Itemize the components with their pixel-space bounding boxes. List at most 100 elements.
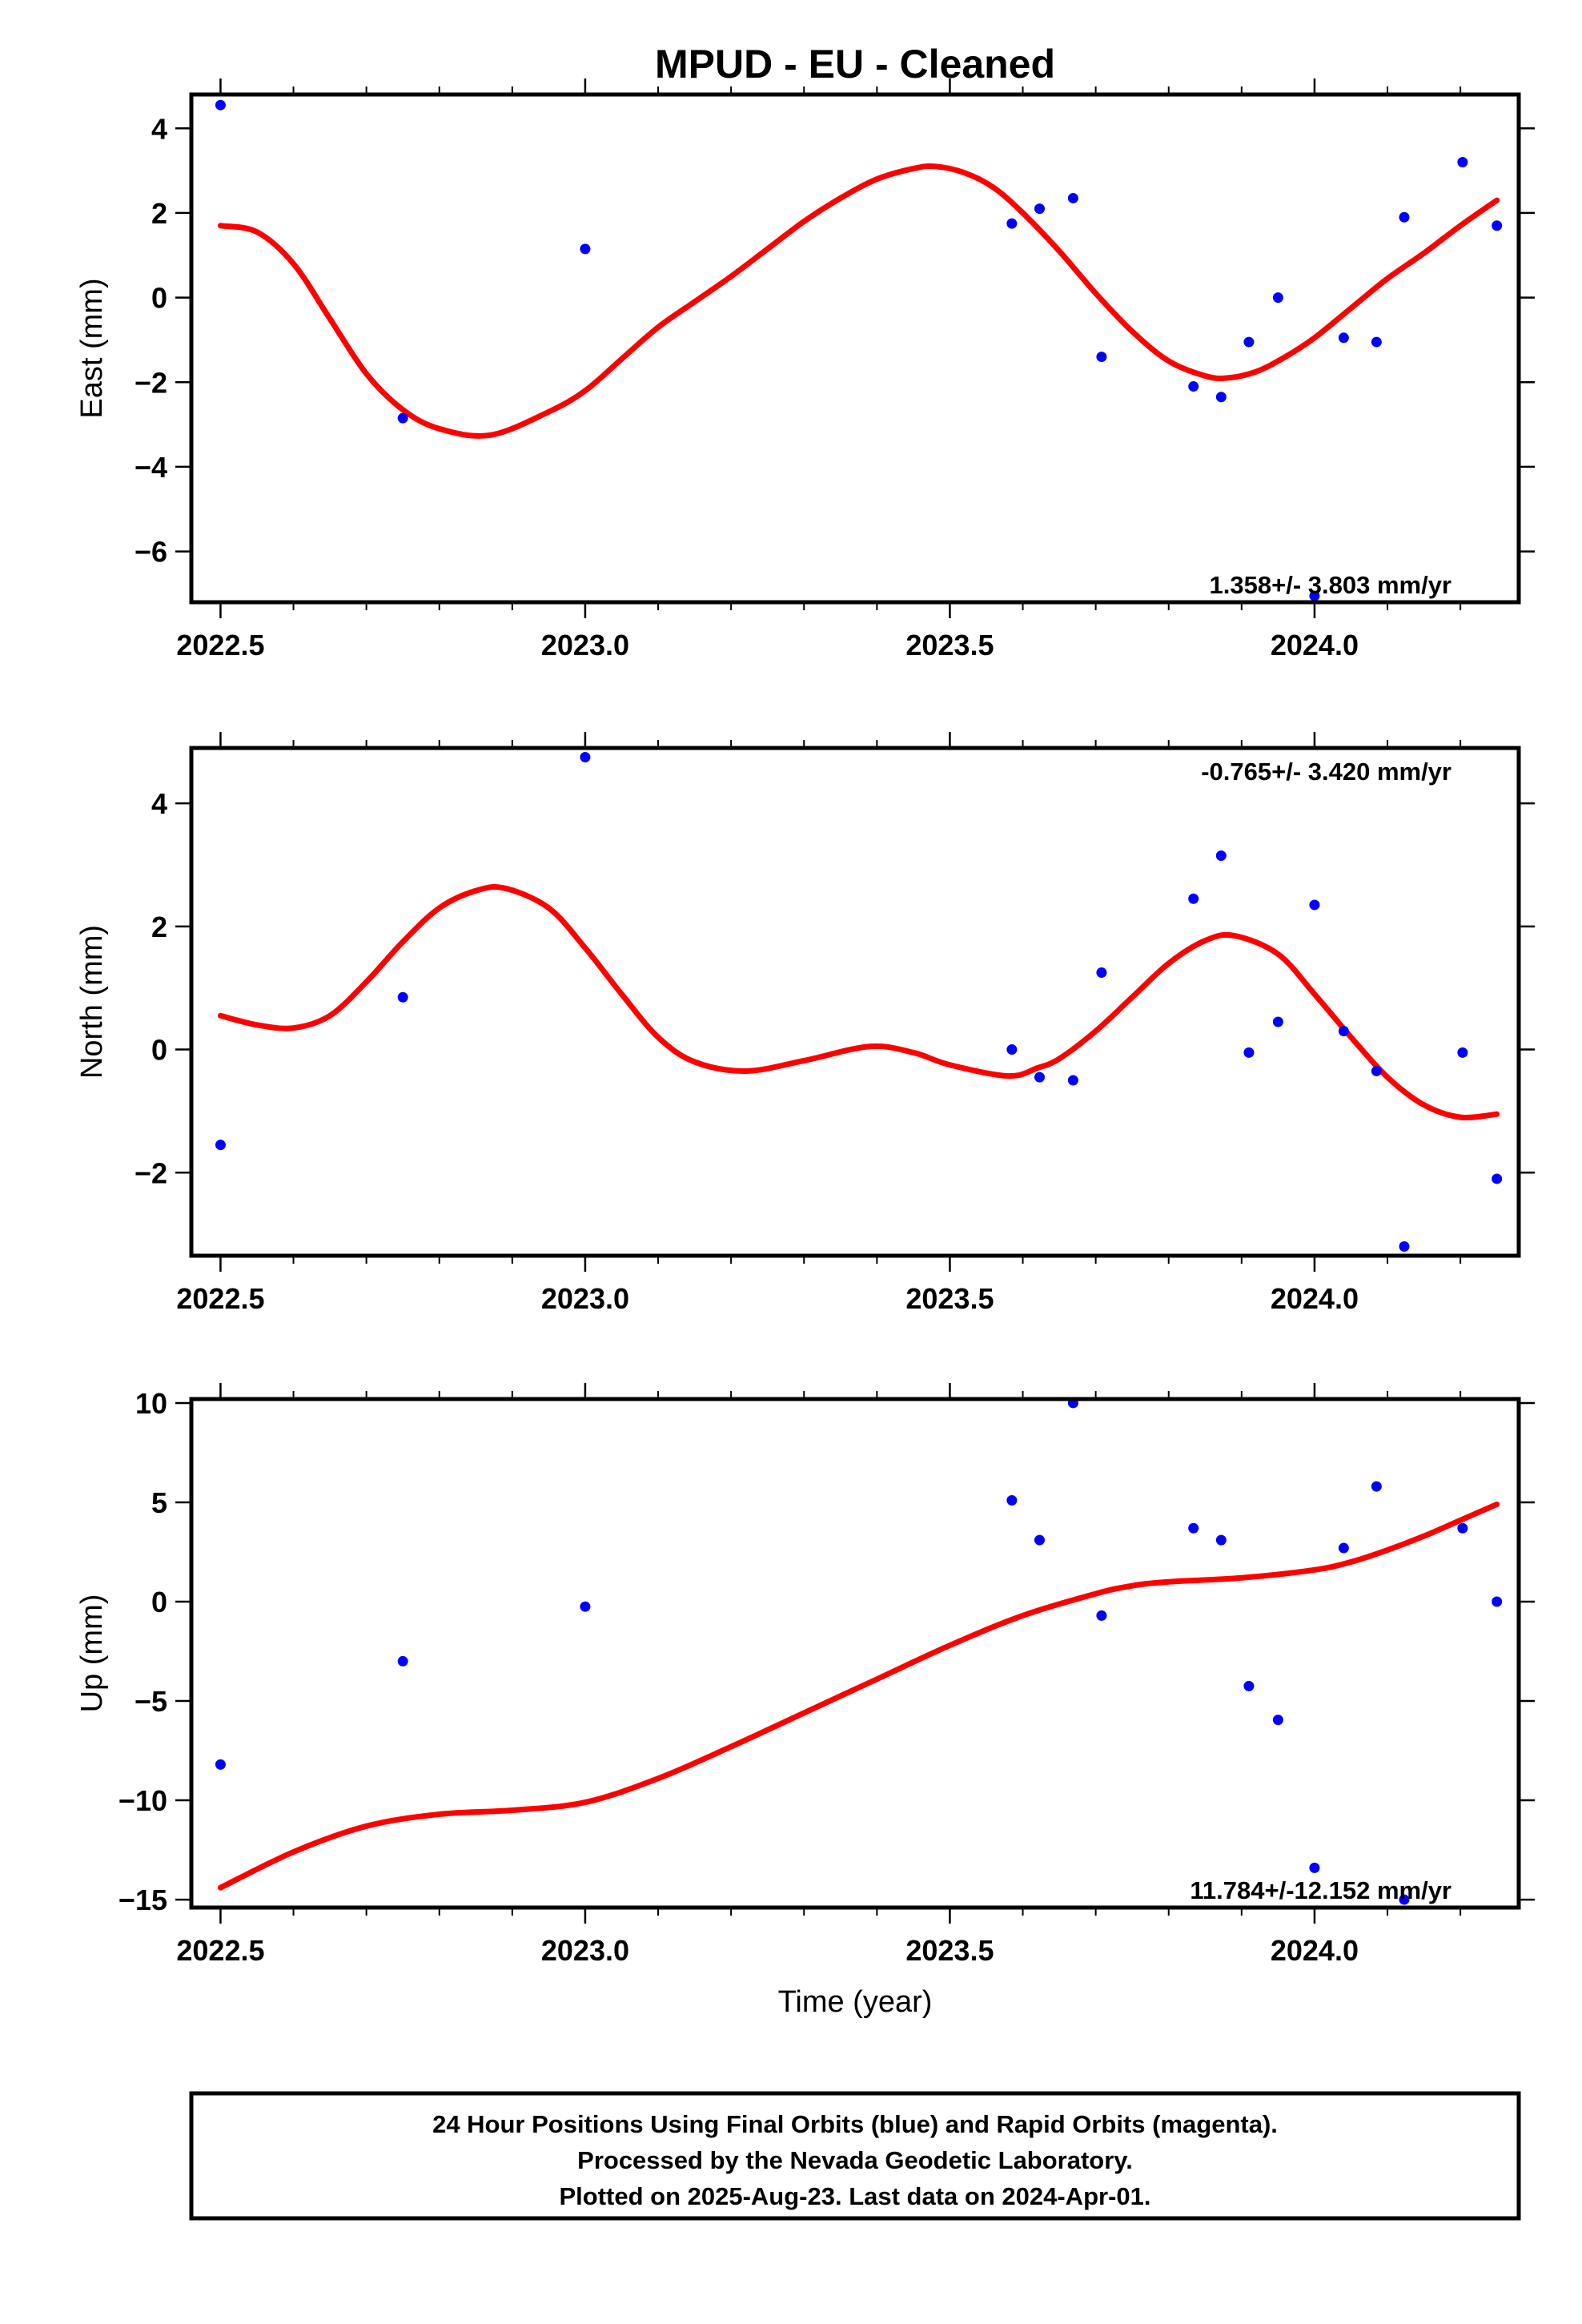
east-data-point	[1272, 292, 1283, 304]
up-panel: 2022.5 2023.0 2023.5 2024.0 10 5 0 −5 −10 −15 Up (…	[75, 1383, 1535, 1967]
up-x-tick-label: 2023.5	[905, 1934, 994, 1967]
north-data-point	[1309, 899, 1320, 911]
north-data-point	[215, 1140, 226, 1151]
north-data-point	[1006, 1044, 1018, 1055]
east-data-point	[1309, 590, 1320, 601]
up-data-point	[1096, 1610, 1107, 1621]
up-data-point	[1034, 1534, 1045, 1546]
east-data-point	[1215, 392, 1227, 403]
east-data-point	[1492, 220, 1503, 231]
east-data-point	[1338, 332, 1349, 344]
north-data-point	[1399, 1240, 1410, 1252]
east-y-axis-label: East (mm)	[75, 278, 109, 418]
up-data-point	[1006, 1495, 1018, 1506]
up-data-point	[1338, 1542, 1349, 1554]
chart-title: MPUD - EU - Cleaned	[655, 42, 1055, 86]
up-y-tick-label: −15	[118, 1884, 167, 1916]
up-x-tick-label: 2022.5	[176, 1934, 264, 1967]
up-x-tick-label: 2023.0	[541, 1934, 629, 1967]
east-data-point	[1371, 336, 1382, 348]
up-data-point	[1188, 1522, 1199, 1534]
up-data-point	[1309, 1862, 1320, 1873]
up-y-tick-label: −10	[118, 1784, 167, 1817]
north-y-tick-label: 2	[151, 911, 167, 943]
north-fit-curve	[217, 884, 1500, 1121]
north-data-point	[1215, 850, 1227, 861]
x-axis-label: Time (year)	[778, 1985, 933, 2019]
up-data-point	[1272, 1715, 1283, 1726]
east-plot-frame	[189, 92, 1521, 605]
north-data-point	[1457, 1047, 1468, 1058]
east-y-tick-label: −2	[135, 366, 167, 399]
east-x-tick-label: 2024.0	[1271, 629, 1359, 661]
north-data-point	[1188, 893, 1199, 904]
north-data-point	[1096, 967, 1107, 978]
north-panel: 2022.5 2023.0 2023.5 2024.0 4 2 0 −2 North (mm) -…	[75, 732, 1535, 1315]
up-fit-curve	[217, 1501, 1500, 1891]
up-y-tick-label: −5	[135, 1685, 167, 1718]
east-fit-curve	[217, 163, 1500, 439]
caption-frame	[189, 2091, 1521, 2221]
up-y-tick-label: 0	[151, 1586, 167, 1618]
caption-line-1: 24 Hour Positions Using Final Orbits (bl…	[432, 2110, 1278, 2138]
caption-line-2: Processed by the Nevada Geodetic Laborat…	[577, 2146, 1133, 2174]
north-data-point	[1371, 1065, 1382, 1076]
east-panel: 2022.5 2023.0 2023.5 2024.0 4 2 0 −2 −4 −6 East (m…	[75, 78, 1535, 661]
east-y-tick-label: −6	[135, 536, 167, 569]
north-y-axis-label: North (mm)	[75, 925, 109, 1079]
east-rate-label: 1.358+/- 3.803 mm/yr	[1210, 571, 1452, 599]
east-data-point	[1006, 218, 1018, 229]
up-data-point	[215, 1759, 226, 1770]
east-data-point	[1096, 352, 1107, 363]
north-x-tick-label: 2023.0	[541, 1282, 629, 1315]
east-x-tick-label: 2022.5	[176, 629, 264, 661]
north-y-tick-label: −2	[135, 1156, 167, 1189]
caption-box: 24 Hour Positions Using Final Orbits (bl…	[189, 2091, 1521, 2221]
north-y-tick-label: 0	[151, 1034, 167, 1067]
up-data-point	[1492, 1596, 1503, 1607]
north-data-point	[1243, 1047, 1255, 1058]
east-data-point	[1399, 211, 1410, 223]
east-x-tick-label: 2023.0	[541, 629, 629, 661]
north-data-point	[1338, 1026, 1349, 1037]
east-data-point	[397, 412, 408, 424]
north-x-tick-label: 2023.5	[905, 1282, 994, 1315]
north-data-point	[1034, 1072, 1045, 1083]
north-data-point	[397, 991, 408, 1003]
up-y-tick-label: 10	[135, 1387, 167, 1420]
up-y-axis-label: Up (mm)	[75, 1594, 109, 1713]
north-plot-frame	[189, 746, 1521, 1258]
north-data-point	[1067, 1075, 1078, 1086]
east-data-point	[1067, 192, 1078, 203]
north-data-point	[1272, 1016, 1283, 1027]
east-data-point	[1188, 381, 1199, 392]
up-data-point	[1371, 1481, 1382, 1492]
up-data-point	[1399, 1894, 1410, 1905]
up-data-point	[1243, 1680, 1255, 1691]
east-data-point	[1243, 336, 1255, 348]
up-data-point	[1457, 1522, 1468, 1534]
up-y-tick-label: 5	[151, 1486, 167, 1519]
north-data-point	[1492, 1173, 1503, 1184]
north-y-tick-label: 4	[151, 787, 167, 820]
east-x-tick-label: 2023.5	[905, 629, 994, 661]
east-y-tick-label: 2	[151, 197, 167, 230]
east-y-tick-label: 0	[151, 282, 167, 315]
east-data-point	[215, 99, 226, 111]
north-data-point	[580, 752, 591, 763]
up-rate-label: 11.784+/-12.152 mm/yr	[1190, 1876, 1452, 1904]
east-data-point	[1457, 157, 1468, 168]
up-data-point	[580, 1601, 591, 1612]
up-plot-frame	[189, 1397, 1521, 1910]
east-data-point	[1034, 203, 1045, 215]
up-data-point	[1215, 1534, 1227, 1546]
east-y-tick-label: 4	[151, 112, 167, 145]
up-data-point	[397, 1655, 408, 1667]
up-x-tick-label: 2024.0	[1271, 1934, 1359, 1967]
caption-line-3: Plotted on 2025-Aug-23. Last data on 202…	[559, 2182, 1150, 2210]
north-x-tick-label: 2022.5	[176, 1282, 264, 1315]
north-x-tick-label: 2024.0	[1271, 1282, 1359, 1315]
east-data-point	[580, 243, 591, 255]
north-rate-label: -0.765+/- 3.420 mm/yr	[1201, 758, 1452, 786]
